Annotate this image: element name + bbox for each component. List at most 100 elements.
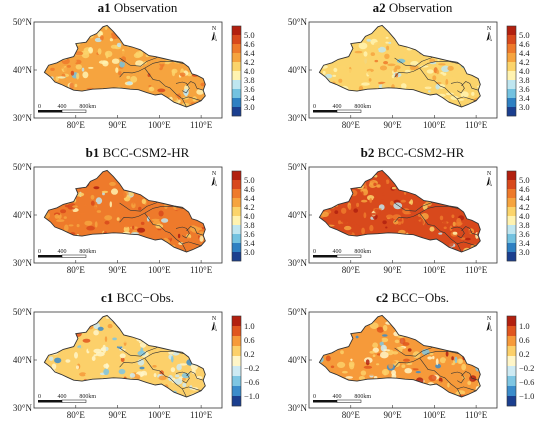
field-cell: [382, 324, 388, 332]
region-fill: [319, 315, 481, 397]
field-cell: [414, 217, 418, 224]
legend-swatch: [232, 356, 241, 367]
legend-swatch: [507, 336, 516, 347]
field-cell: [457, 70, 463, 74]
scale-label: 400: [58, 394, 67, 400]
legend-tick-label: 4.2: [519, 202, 530, 212]
field-cell: [191, 368, 196, 375]
field-cell: [173, 386, 182, 392]
legend-swatch: [232, 207, 241, 217]
field-cell: [438, 63, 446, 66]
field-cell: [342, 370, 348, 374]
field-cell: [333, 67, 338, 73]
scale-label: 0: [313, 104, 316, 110]
field-cell: [131, 232, 139, 235]
field-cell: [79, 372, 87, 377]
legend-swatch: [232, 346, 241, 357]
lon-label: 80°E: [67, 410, 86, 420]
field-cell: [172, 63, 180, 69]
legend-tick-label: 4.0: [519, 66, 530, 76]
field-cell: [96, 210, 102, 213]
field-cell: [63, 66, 71, 73]
field-cell: [355, 358, 360, 365]
panel-title: c1 BCC−Obs.: [0, 290, 275, 306]
field-cell: [349, 363, 355, 370]
legend-swatch: [507, 98, 516, 108]
field-cell: [104, 220, 110, 225]
field-cell: [358, 42, 368, 50]
field-cell: [69, 58, 77, 64]
lon-label: 90°E: [109, 265, 128, 275]
field-cell: [404, 74, 412, 81]
field-cell: [93, 77, 102, 81]
field-cell: [76, 214, 81, 220]
legend-tick-label: 1.0: [244, 321, 255, 331]
legend-frame: [231, 170, 242, 262]
field-cell: [435, 84, 440, 90]
field-cell: [86, 225, 95, 231]
field-cell: [387, 63, 396, 67]
field-cell: [394, 339, 400, 344]
field-cell: [81, 50, 90, 55]
field-cell: [74, 358, 82, 362]
panel-label: c1: [100, 290, 114, 305]
field-cell: [417, 68, 421, 74]
legend-tick-label: 0.6: [244, 335, 255, 345]
legend-tick-label: −0.2: [519, 363, 534, 373]
field-cell: [332, 74, 337, 77]
north-label: N: [212, 171, 217, 177]
field-cell: [196, 89, 204, 95]
field-cell: [424, 86, 432, 90]
field-cell: [120, 56, 127, 63]
field-cell: [369, 198, 372, 203]
legend-swatch: [232, 71, 241, 81]
field-cell: [116, 42, 122, 48]
field-cell: [369, 322, 379, 329]
north-arrow-icon: [486, 32, 489, 41]
legend-swatch: [507, 316, 516, 327]
lat-label: 40°N: [13, 210, 33, 220]
field-cell: [361, 191, 364, 197]
field-cell: [369, 224, 374, 232]
field-cell: [170, 87, 179, 91]
field-cell: [55, 219, 65, 222]
legend-tick-label: 3.4: [519, 238, 530, 248]
legend-swatch: [507, 243, 516, 253]
province-border: [186, 81, 204, 91]
lat-label: 40°N: [288, 355, 308, 365]
legend-swatch: [232, 225, 241, 235]
legend-swatch: [507, 356, 516, 367]
field-cell: [177, 233, 181, 239]
legend-swatch: [232, 366, 241, 377]
legend-swatch: [507, 89, 516, 99]
field-cell: [320, 211, 329, 217]
field-cell: [438, 232, 443, 235]
field-cell: [421, 213, 429, 220]
field-cell: [49, 356, 54, 361]
legend-tick-label: 0.2: [244, 349, 255, 359]
field-cell: [88, 66, 94, 69]
scale-bar-segment: [61, 254, 87, 258]
field-cell: [130, 76, 138, 83]
field-cell: [146, 216, 150, 222]
province-border: [461, 81, 479, 91]
lon-label: 100°E: [148, 410, 171, 420]
field-cell: [412, 351, 421, 359]
field-cell: [175, 374, 180, 378]
field-cell: [445, 83, 453, 90]
legend-swatch: [232, 198, 241, 208]
field-cell: [468, 76, 477, 84]
field-cell: [367, 372, 376, 376]
field-cell: [437, 351, 441, 356]
province-border: [186, 371, 204, 381]
field-cell: [55, 66, 61, 70]
lon-label: 80°E: [67, 120, 86, 130]
field-cell: [159, 77, 167, 81]
field-cell: [118, 368, 126, 375]
region-outline: [318, 169, 481, 253]
field-cell: [165, 75, 169, 82]
field-cell: [123, 348, 126, 351]
lon-label: 100°E: [423, 265, 446, 275]
region-outline: [43, 169, 206, 253]
legend-swatch: [232, 216, 241, 226]
